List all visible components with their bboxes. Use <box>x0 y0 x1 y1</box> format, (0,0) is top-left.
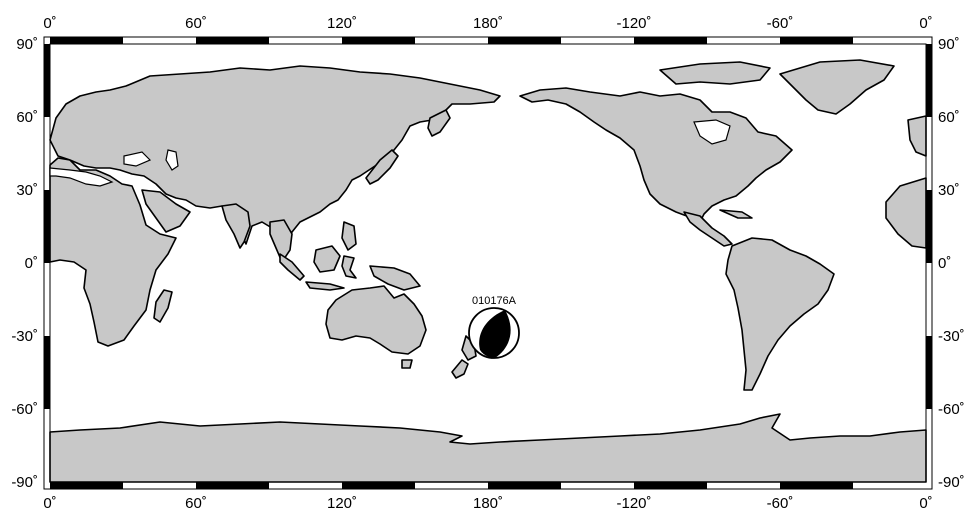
latitude-label-left: 30˚ <box>16 182 38 199</box>
event-label: 010176A <box>472 295 517 307</box>
map-frame <box>43 36 933 490</box>
java <box>305 281 345 291</box>
arabian-peninsula <box>141 189 191 233</box>
madagascar <box>153 289 173 323</box>
longitude-label-top: 120˚ <box>327 15 357 32</box>
iberia-west-europe <box>907 115 927 157</box>
eurasia <box>49 65 501 247</box>
frame-segment-left <box>44 44 50 117</box>
sumatra <box>279 253 305 281</box>
japan <box>365 149 399 185</box>
latitude-label-left: -30˚ <box>11 328 38 345</box>
longitude-label-top: 0˚ <box>919 15 932 32</box>
frame-segment-bottom <box>342 482 415 489</box>
latitude-label-right: -30˚ <box>938 328 965 345</box>
frame-segment-top <box>634 37 707 44</box>
latitude-label-right: 30˚ <box>938 182 960 199</box>
frame-segment-top <box>780 37 853 44</box>
frame-segment-bottom <box>196 482 269 489</box>
latitude-label-right: -90˚ <box>938 474 965 491</box>
greenland <box>779 59 895 115</box>
longitude-label-bottom: 60˚ <box>185 495 207 512</box>
landmasses <box>49 59 927 483</box>
frame-segment-right <box>926 44 932 117</box>
frame-segment-right <box>926 190 932 263</box>
frame-segment-top <box>342 37 415 44</box>
longitude-label-bottom: 0˚ <box>43 495 56 512</box>
frame-segment-top <box>50 37 123 44</box>
latitude-label-right: 90˚ <box>938 36 960 53</box>
latitude-label-left: -90˚ <box>11 474 38 491</box>
black-sea <box>123 151 152 167</box>
latitude-label-left: 60˚ <box>16 109 38 126</box>
central-america <box>683 211 733 247</box>
latitude-label-right: -60˚ <box>938 401 965 418</box>
tick-labels: 0˚ 0˚ 60˚ 60˚ 120˚ 120˚ 180˚ 180˚ -120˚ -120˚ -60˚… <box>11 15 964 512</box>
longitude-label-top: 60˚ <box>185 15 207 32</box>
beachball-compressional-quadrant <box>479 310 511 358</box>
caspian-sea <box>165 149 179 171</box>
frame-segment-bottom <box>634 482 707 489</box>
longitude-label-top: 180˚ <box>473 15 503 32</box>
longitude-label-top: -120˚ <box>616 15 651 32</box>
frame-segment-top <box>488 37 561 44</box>
south-america <box>725 237 835 391</box>
frame-segment-bottom <box>780 482 853 489</box>
india <box>221 203 251 249</box>
antarctica <box>49 413 927 483</box>
latitude-label-right: 60˚ <box>938 109 960 126</box>
longitude-label-bottom: -60˚ <box>767 495 794 512</box>
kamchatka <box>427 109 451 137</box>
frame-segment-top <box>196 37 269 44</box>
cuba <box>719 209 753 219</box>
longitude-label-top: 0˚ <box>43 15 56 32</box>
arctic-islands <box>659 61 771 85</box>
hudson-bay <box>693 119 731 145</box>
latitude-label-right: 0˚ <box>938 255 951 272</box>
tasmania <box>401 359 413 369</box>
australia <box>325 285 427 355</box>
frame-segment-bottom <box>50 482 123 489</box>
north-america <box>519 87 793 223</box>
longitude-label-bottom: 0˚ <box>919 495 932 512</box>
philippines <box>341 221 357 251</box>
longitude-label-bottom: 120˚ <box>327 495 357 512</box>
frame-segment-left <box>44 190 50 263</box>
sulawesi <box>341 255 357 279</box>
new-zealand-south <box>451 359 469 379</box>
indochina <box>269 219 293 263</box>
africa <box>49 157 177 347</box>
longitude-label-bottom: -120˚ <box>616 495 651 512</box>
frame-segment-right <box>926 336 932 409</box>
new-guinea <box>369 265 421 291</box>
borneo <box>313 245 341 273</box>
longitude-label-bottom: 180˚ <box>473 495 503 512</box>
mediterranean <box>49 167 114 187</box>
focal-mechanism[interactable]: 010176A <box>468 295 520 359</box>
longitude-label-top: -60˚ <box>767 15 794 32</box>
latitude-label-left: 0˚ <box>25 255 38 272</box>
latitude-label-left: -60˚ <box>11 401 38 418</box>
frame-segment-left <box>44 336 50 409</box>
latitude-label-left: 90˚ <box>16 36 38 53</box>
frame-segment-bottom <box>488 482 561 489</box>
